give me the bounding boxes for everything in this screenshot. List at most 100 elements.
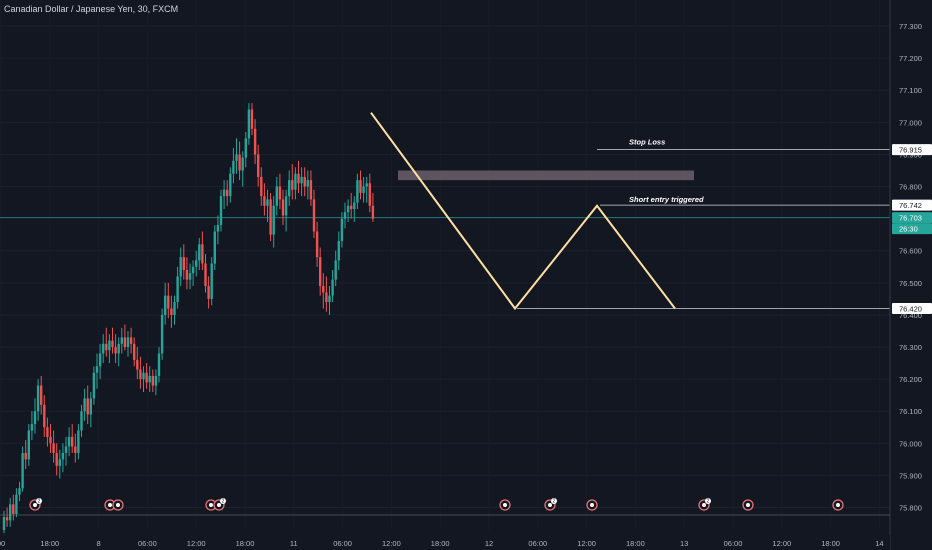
candle[interactable]	[195, 250, 198, 277]
candle[interactable]	[71, 424, 74, 453]
candle[interactable]	[95, 353, 99, 389]
candle[interactable]	[92, 366, 96, 405]
candle[interactable]	[288, 170, 291, 206]
candle[interactable]	[210, 257, 213, 306]
candle[interactable]	[315, 221, 319, 267]
candle[interactable]	[185, 257, 189, 290]
candle[interactable]	[359, 170, 362, 200]
candle[interactable]	[136, 347, 139, 380]
candle[interactable]	[21, 446, 24, 492]
candle[interactable]	[139, 356, 142, 389]
candle[interactable]	[114, 334, 117, 364]
candle[interactable]	[269, 192, 272, 242]
candle[interactable]	[229, 167, 232, 203]
candle[interactable]	[257, 144, 260, 187]
candle[interactable]	[222, 180, 226, 210]
candle[interactable]	[55, 443, 58, 476]
candle[interactable]	[117, 337, 120, 367]
candle[interactable]	[350, 192, 353, 219]
candle[interactable]	[309, 170, 313, 206]
annotation-text[interactable]: Short entry triggered	[629, 195, 704, 204]
candle[interactable]	[204, 253, 207, 293]
resistance-zone[interactable]	[398, 170, 694, 181]
candle[interactable]	[281, 189, 285, 226]
candle[interactable]	[80, 404, 83, 437]
candle[interactable]	[123, 324, 127, 351]
candle[interactable]	[164, 282, 167, 325]
event-marker[interactable]: 2	[544, 498, 557, 511]
candle[interactable]	[176, 266, 179, 309]
time-axis[interactable]	[0, 535, 890, 550]
candle[interactable]	[365, 176, 368, 203]
candle[interactable]	[64, 436, 68, 466]
candle[interactable]	[346, 199, 350, 222]
event-marker[interactable]	[112, 499, 124, 511]
trendline-pattern[interactable]	[370, 112, 676, 311]
candle[interactable]	[5, 507, 9, 527]
candle[interactable]	[368, 173, 371, 213]
candle[interactable]	[238, 141, 241, 181]
candle[interactable]	[133, 337, 136, 367]
candle[interactable]	[213, 225, 216, 270]
candle[interactable]	[43, 395, 46, 437]
price-axis[interactable]	[890, 0, 932, 550]
candle[interactable]	[157, 347, 161, 383]
candle[interactable]	[306, 170, 309, 200]
candle[interactable]	[353, 196, 356, 222]
candle[interactable]	[253, 119, 257, 165]
candle[interactable]	[343, 202, 347, 229]
candle[interactable]	[120, 327, 123, 354]
candle[interactable]	[325, 276, 328, 312]
candle[interactable]	[260, 167, 263, 206]
candle[interactable]	[33, 398, 37, 434]
candle[interactable]	[182, 244, 185, 280]
candle[interactable]	[362, 176, 365, 203]
event-marker[interactable]: 2	[698, 498, 711, 511]
candle[interactable]	[108, 334, 111, 364]
candle[interactable]	[297, 160, 300, 193]
event-marker[interactable]: 2	[29, 498, 42, 511]
candle[interactable]	[86, 385, 89, 425]
candle[interactable]	[61, 443, 65, 473]
candle[interactable]	[151, 369, 154, 392]
candle[interactable]	[170, 295, 173, 328]
candle[interactable]	[58, 449, 61, 479]
candle[interactable]	[241, 151, 244, 187]
candle[interactable]	[303, 167, 306, 197]
event-marker[interactable]	[742, 499, 754, 511]
candle[interactable]	[250, 103, 254, 136]
candle[interactable]	[312, 189, 316, 238]
candle[interactable]	[198, 237, 201, 270]
candle[interactable]	[18, 481, 21, 502]
candle[interactable]	[27, 424, 30, 466]
candle[interactable]	[77, 424, 80, 460]
candle[interactable]	[36, 379, 40, 421]
candle[interactable]	[207, 276, 210, 309]
candle[interactable]	[216, 215, 220, 245]
candle[interactable]	[263, 183, 266, 216]
candle[interactable]	[226, 180, 229, 206]
candle[interactable]	[167, 282, 170, 319]
candle[interactable]	[67, 427, 71, 457]
candle[interactable]	[300, 167, 303, 197]
candle[interactable]	[188, 263, 192, 290]
candle[interactable]	[74, 433, 77, 463]
event-marker[interactable]	[499, 499, 511, 511]
candle[interactable]	[191, 260, 195, 287]
candle[interactable]	[235, 138, 238, 174]
candle[interactable]	[102, 334, 105, 364]
annotation-text[interactable]: Stop Loss	[629, 138, 665, 147]
candle[interactable]	[148, 366, 151, 392]
candle[interactable]	[46, 417, 49, 447]
candle[interactable]	[232, 148, 235, 184]
candle[interactable]	[371, 192, 375, 222]
event-marker[interactable]	[586, 499, 598, 511]
candle[interactable]	[337, 231, 340, 270]
candle[interactable]	[247, 103, 251, 145]
candle[interactable]	[129, 327, 133, 354]
candle[interactable]	[201, 231, 204, 270]
candle[interactable]	[145, 363, 148, 389]
candle[interactable]	[334, 250, 337, 287]
candle[interactable]	[272, 196, 275, 248]
